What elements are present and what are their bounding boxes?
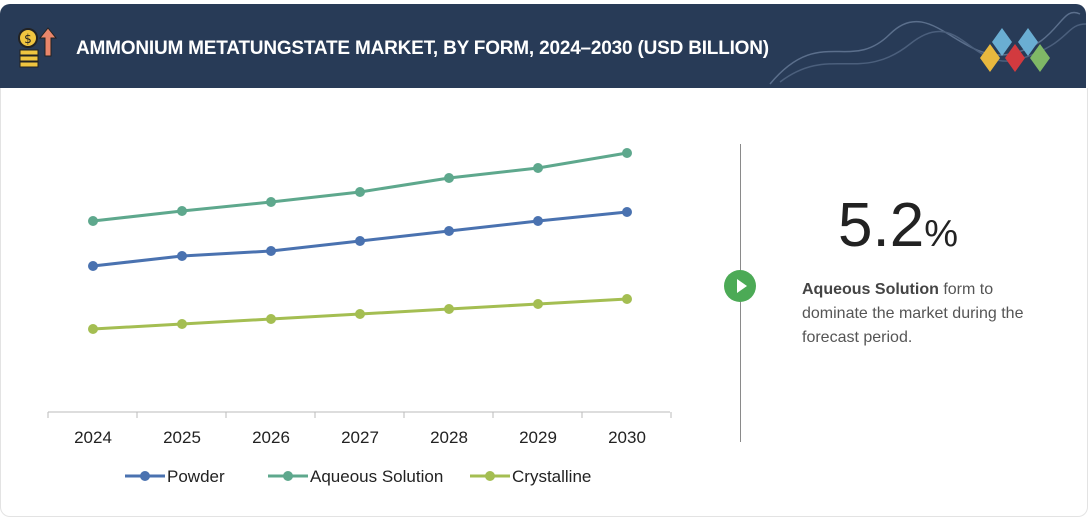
svg-text:$: $ bbox=[24, 32, 32, 46]
cagr-value: 5.2% bbox=[838, 190, 958, 261]
data-point bbox=[533, 216, 543, 226]
x-tick-label: 2025 bbox=[163, 428, 201, 447]
data-point bbox=[266, 197, 276, 207]
data-point bbox=[622, 207, 632, 217]
cagr-number: 5.2 bbox=[838, 191, 925, 260]
money-growth-icon: $ bbox=[18, 27, 58, 68]
legend-marker bbox=[140, 471, 150, 481]
line-chart: 2024 2025 2026 2027 2028 2029 2030 Powder Aqueou… bbox=[47, 148, 672, 486]
data-point bbox=[533, 163, 543, 173]
highlight-text: form to dominate the market during the f… bbox=[802, 281, 1024, 346]
data-point bbox=[355, 236, 365, 246]
data-point bbox=[444, 173, 454, 183]
highlight-description: Aqueous Solution form to dominate the ma… bbox=[802, 278, 1062, 350]
data-point bbox=[177, 251, 187, 261]
x-tick-label: 2028 bbox=[430, 428, 468, 447]
legend-label: Powder bbox=[167, 467, 225, 486]
data-point bbox=[88, 261, 98, 271]
x-tick-label: 2027 bbox=[341, 428, 379, 447]
chart-title: AMMONIUM METATUNGSTATE MARKET, BY FORM, … bbox=[76, 38, 769, 59]
legend-label: Aqueous Solution bbox=[310, 467, 443, 486]
cagr-unit: % bbox=[924, 213, 958, 255]
data-point bbox=[88, 216, 98, 226]
diamond-logo-icon bbox=[980, 28, 1050, 72]
legend-marker bbox=[485, 471, 495, 481]
legend-label: Crystalline bbox=[512, 467, 591, 486]
x-tick-label: 2024 bbox=[74, 428, 112, 447]
x-tick-label: 2030 bbox=[608, 428, 646, 447]
legend-marker bbox=[283, 471, 293, 481]
wave-decoration bbox=[769, 11, 1086, 85]
play-icon bbox=[724, 270, 756, 302]
data-point bbox=[355, 187, 365, 197]
data-point bbox=[622, 294, 632, 304]
x-tick-label: 2029 bbox=[519, 428, 557, 447]
x-tick-label: 2026 bbox=[252, 428, 290, 447]
data-point bbox=[88, 324, 98, 334]
header-banner: $ AMMONIUM METATUNGSTATE MARKET, BY FORM… bbox=[0, 4, 1086, 88]
data-point bbox=[355, 309, 365, 319]
data-point bbox=[622, 148, 632, 158]
data-point bbox=[177, 206, 187, 216]
data-point bbox=[444, 226, 454, 236]
data-point bbox=[266, 314, 276, 324]
data-point bbox=[266, 246, 276, 256]
data-point bbox=[444, 304, 454, 314]
data-point bbox=[177, 319, 187, 329]
highlight-bold: Aqueous Solution bbox=[802, 281, 939, 298]
data-point bbox=[533, 299, 543, 309]
